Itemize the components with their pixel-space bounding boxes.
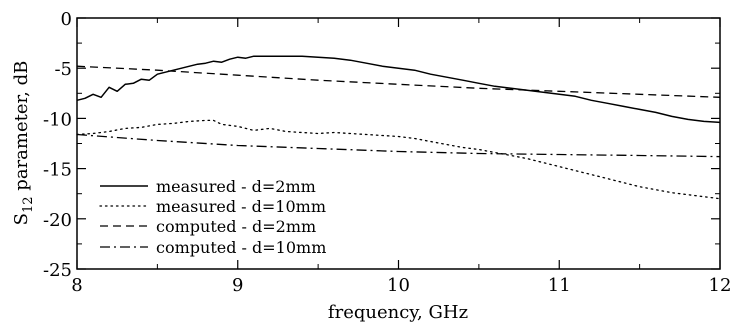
y-tick-label: 0 — [61, 9, 72, 30]
x-axis-label: frequency, GHz — [328, 302, 468, 323]
y-tick-label: -20 — [43, 210, 72, 231]
x-tick-label: 12 — [709, 275, 730, 296]
y-tick-label: -10 — [43, 109, 72, 130]
tick-labels: 8 9 10 11 12 0 -5 -10 -15 -20 -25 — [43, 9, 730, 296]
series-line — [76, 119, 721, 200]
y-tick-label: -5 — [54, 59, 72, 80]
x-tick-label: 9 — [232, 275, 243, 296]
y-axis-label-main: S — [11, 213, 32, 225]
y-axis-label-subscript: 12 — [21, 196, 36, 213]
x-tick-label: 10 — [387, 275, 410, 296]
y-axis-label: S12 parameter, dB — [11, 61, 36, 226]
series-line — [76, 133, 721, 158]
y-tick-label: -25 — [43, 260, 72, 281]
series-lines — [76, 55, 721, 200]
series-line — [76, 55, 721, 124]
x-tick-label: 8 — [71, 275, 82, 296]
legend-label: measured - d=10mm — [156, 197, 326, 216]
legend-label: computed - d=10mm — [156, 238, 326, 257]
series-line — [76, 65, 721, 98]
y-tick-label: -15 — [43, 160, 72, 181]
ticks — [76, 17, 721, 270]
y-axis-label-rest: parameter, dB — [11, 61, 32, 197]
x-tick-label: 11 — [548, 275, 571, 296]
legend-label: measured - d=2mm — [156, 177, 316, 196]
legend-label: computed - d=2mm — [156, 217, 316, 236]
